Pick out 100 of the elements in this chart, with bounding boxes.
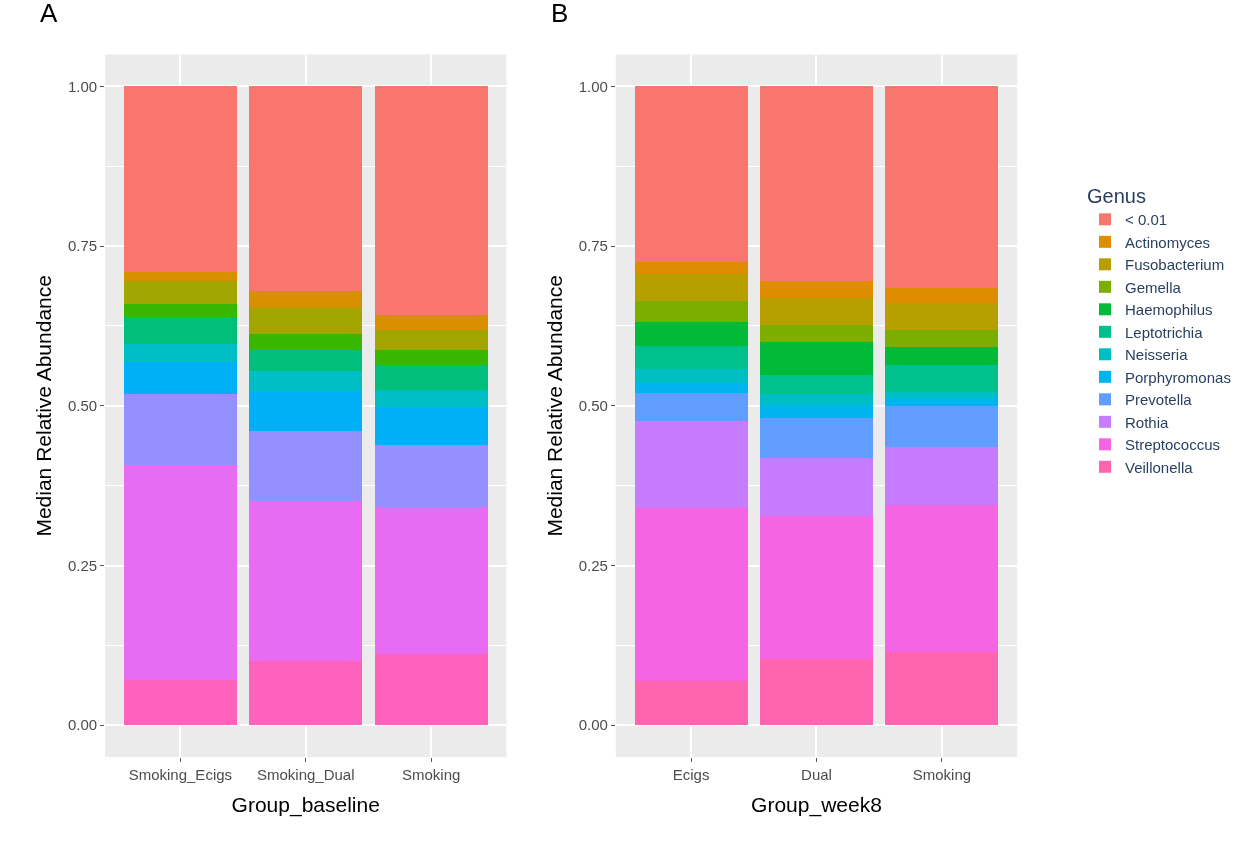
bar — [123, 86, 237, 272]
y-tick-label: 0.00 — [578, 716, 608, 734]
chart-title: B — [551, 0, 569, 28]
bar — [249, 660, 363, 726]
bar — [885, 302, 999, 330]
bar — [123, 680, 237, 726]
y-tick-label: 0.25 — [578, 556, 608, 574]
bar — [634, 321, 748, 346]
bar — [760, 297, 873, 325]
legend-title: Genus — [1087, 185, 1146, 208]
chart-title: A — [40, 0, 58, 28]
bar — [885, 447, 999, 505]
bar — [760, 86, 873, 282]
bar — [123, 361, 237, 394]
bar — [123, 465, 237, 681]
bar — [760, 341, 873, 375]
bar — [249, 349, 363, 372]
legend-label: Veillonella — [1125, 458, 1194, 476]
x-tick-label: Smoking — [912, 766, 972, 784]
bar — [634, 681, 748, 726]
bar — [885, 329, 999, 348]
bar — [760, 659, 873, 726]
bar — [634, 393, 748, 421]
legend-label: Leptotrichia — [1125, 323, 1204, 341]
bar — [885, 288, 999, 303]
bar — [634, 382, 748, 394]
legend-label: Rothia — [1125, 413, 1170, 431]
bar — [885, 504, 999, 652]
bar — [760, 281, 873, 298]
y-tick-label: 0.50 — [67, 397, 98, 415]
y-tick-label: 0.25 — [67, 556, 98, 574]
bar — [374, 364, 488, 390]
bar — [123, 393, 237, 466]
x-tick-label: Ecigs — [672, 766, 710, 784]
bar — [374, 653, 488, 726]
bar — [249, 86, 363, 291]
bar — [885, 347, 999, 365]
bar — [760, 458, 873, 517]
x-tick-label: Smoking_Ecigs — [128, 766, 233, 784]
legend-label: Haemophilus — [1125, 301, 1213, 319]
bar — [634, 274, 748, 302]
bar — [885, 406, 999, 448]
y-axis-title: Median Relative Abundance — [32, 275, 56, 537]
bar — [374, 86, 488, 316]
x-axis-title: Group_week8 — [751, 793, 882, 818]
legend-label: Porphyromonas — [1125, 368, 1231, 386]
bar — [374, 389, 488, 408]
bar — [760, 374, 873, 395]
bar — [374, 330, 488, 350]
bar — [374, 407, 488, 446]
bar — [374, 315, 488, 331]
bar — [885, 86, 999, 289]
bar — [885, 392, 999, 398]
legend-label: Fusobacterium — [1125, 256, 1225, 274]
bar — [374, 349, 488, 365]
bar — [634, 345, 748, 369]
legend-label: Prevotella — [1125, 391, 1193, 409]
x-tick-label: Smoking — [401, 766, 461, 784]
bar — [634, 262, 748, 275]
bar — [249, 371, 363, 392]
legend-label: Streptococcus — [1125, 436, 1221, 454]
bar — [634, 508, 748, 682]
bar — [885, 364, 999, 393]
y-axis-title: Median Relative Abundance — [542, 275, 566, 537]
bar — [249, 334, 363, 350]
bar — [885, 651, 999, 726]
y-tick-label: 0.00 — [67, 716, 98, 734]
bar — [123, 344, 237, 362]
bar — [634, 368, 748, 383]
bar — [249, 290, 363, 309]
bar — [760, 417, 873, 459]
y-tick-label: 1.00 — [578, 77, 608, 95]
y-tick-label: 0.75 — [578, 237, 608, 255]
bar — [249, 308, 363, 335]
bar — [634, 420, 748, 509]
bar — [760, 324, 873, 342]
bar — [249, 430, 363, 501]
bar — [760, 404, 873, 418]
x-tick-label: Dual — [801, 766, 832, 784]
x-tick-label: Smoking_Dual — [256, 766, 355, 784]
bar — [374, 445, 488, 508]
y-tick-label: 0.50 — [578, 397, 608, 415]
y-tick-label: 1.00 — [67, 77, 98, 95]
bar — [123, 303, 237, 318]
legend-label: Actinomyces — [1125, 233, 1211, 251]
bar — [760, 394, 873, 405]
legend-label: Neisseria — [1125, 346, 1189, 364]
bar — [634, 301, 748, 322]
bar — [885, 397, 999, 407]
bar — [249, 391, 363, 431]
bar — [123, 317, 237, 345]
x-axis-title: Group_baseline — [231, 793, 380, 818]
y-tick-label: 0.75 — [67, 237, 98, 255]
bar — [760, 516, 873, 660]
legend-label: < 0.01 — [1125, 211, 1168, 229]
bar — [249, 500, 363, 661]
legend-label: Gemella — [1125, 278, 1182, 296]
bar — [123, 271, 237, 282]
bar — [634, 86, 748, 263]
bar — [374, 507, 488, 654]
